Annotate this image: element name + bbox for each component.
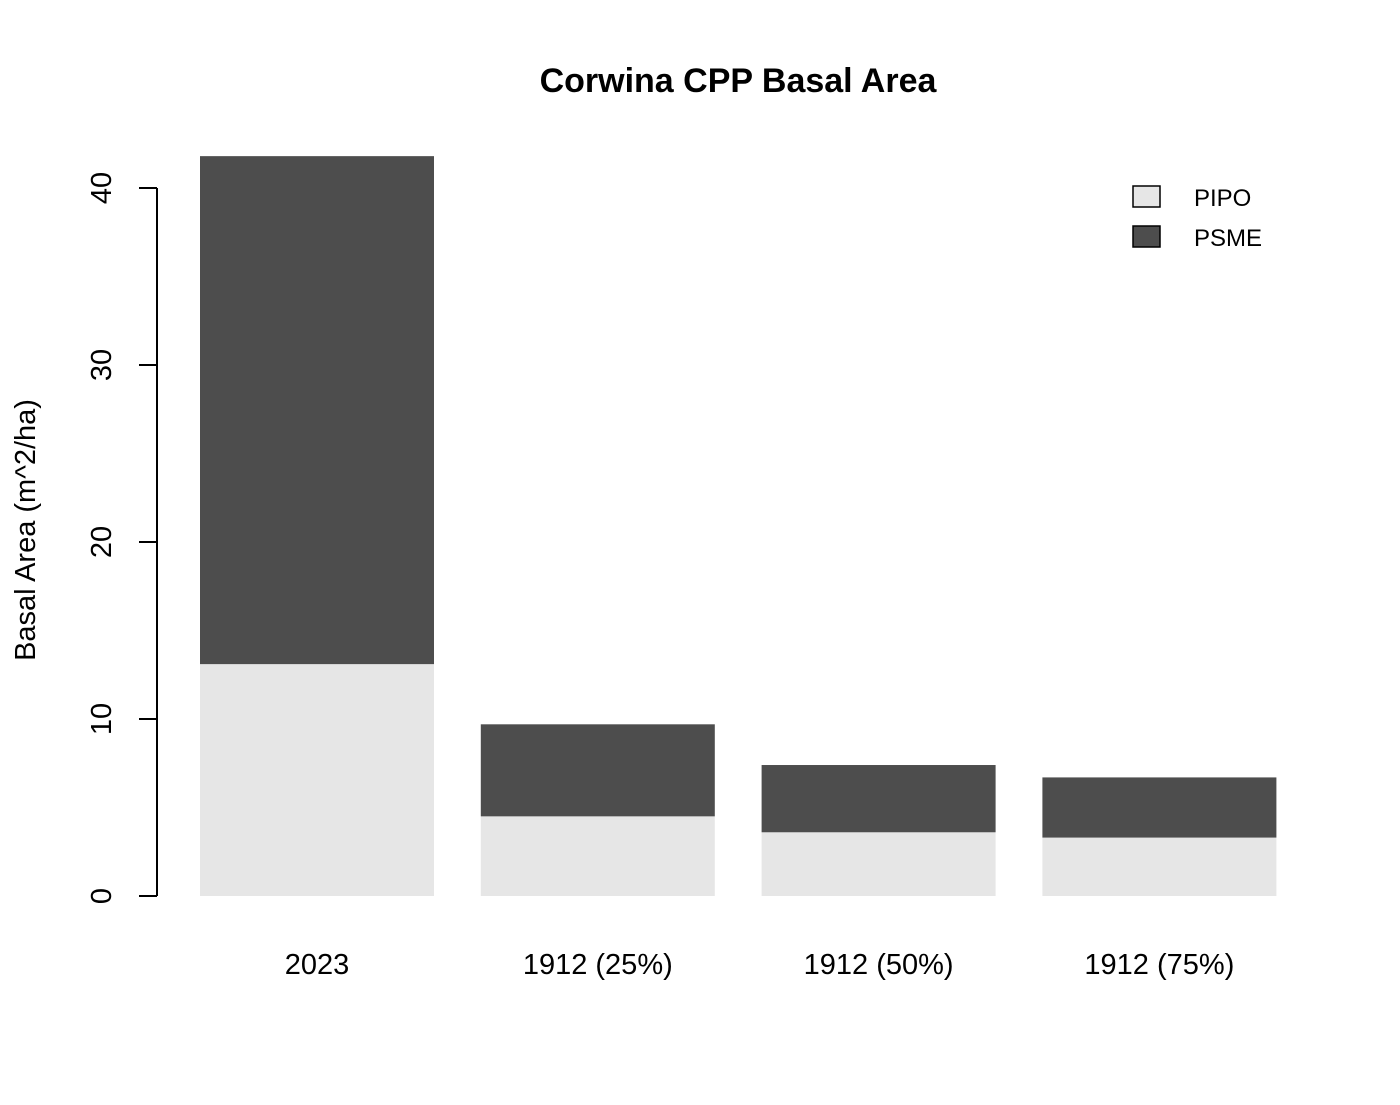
x-tick-label: 1912 (75%) [1084,949,1234,981]
y-tick-label: 10 [86,703,118,735]
legend-label-psme: PSME [1194,225,1262,252]
y-tick-label: 20 [86,526,118,558]
y-axis-label: Basal Area (m^2/ha) [10,399,42,661]
x-tick-label: 2023 [285,949,350,981]
y-tick-label: 30 [86,349,118,381]
bar-psme-1 [480,724,715,817]
chart-title: Corwina CPP Basal Area [540,62,938,100]
bar-pipo-2 [761,832,996,896]
y-tick-label: 0 [86,888,118,904]
bar-pipo-0 [200,664,434,896]
y-axis: 0 10 20 30 40 [86,172,158,904]
bars-group [200,156,1277,896]
bar-psme-2 [761,765,996,833]
legend-swatch-psme [1132,225,1161,248]
x-tick-label: 1912 (25%) [523,949,673,981]
bar-psme-0 [200,156,434,665]
x-axis-labels: 2023 1912 (25%) 1912 (50%) 1912 (75%) [285,949,1235,981]
bar-psme-3 [1042,777,1277,838]
legend-swatch-pipo [1132,185,1161,208]
y-tick-label: 40 [86,172,118,204]
legend-label-pipo: PIPO [1194,185,1251,212]
x-tick-label: 1912 (50%) [804,949,954,981]
legend: PIPO PSME [1132,185,1262,252]
bar-pipo-1 [480,816,715,896]
bar-pipo-3 [1042,837,1277,896]
